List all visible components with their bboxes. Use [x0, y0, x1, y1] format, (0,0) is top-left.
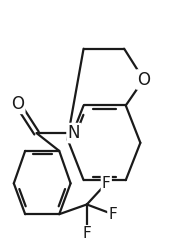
Text: N: N: [68, 124, 80, 142]
Text: F: F: [83, 226, 91, 241]
Text: O: O: [137, 71, 150, 89]
Text: F: F: [102, 176, 111, 191]
Text: O: O: [11, 95, 24, 113]
Text: F: F: [108, 207, 117, 222]
